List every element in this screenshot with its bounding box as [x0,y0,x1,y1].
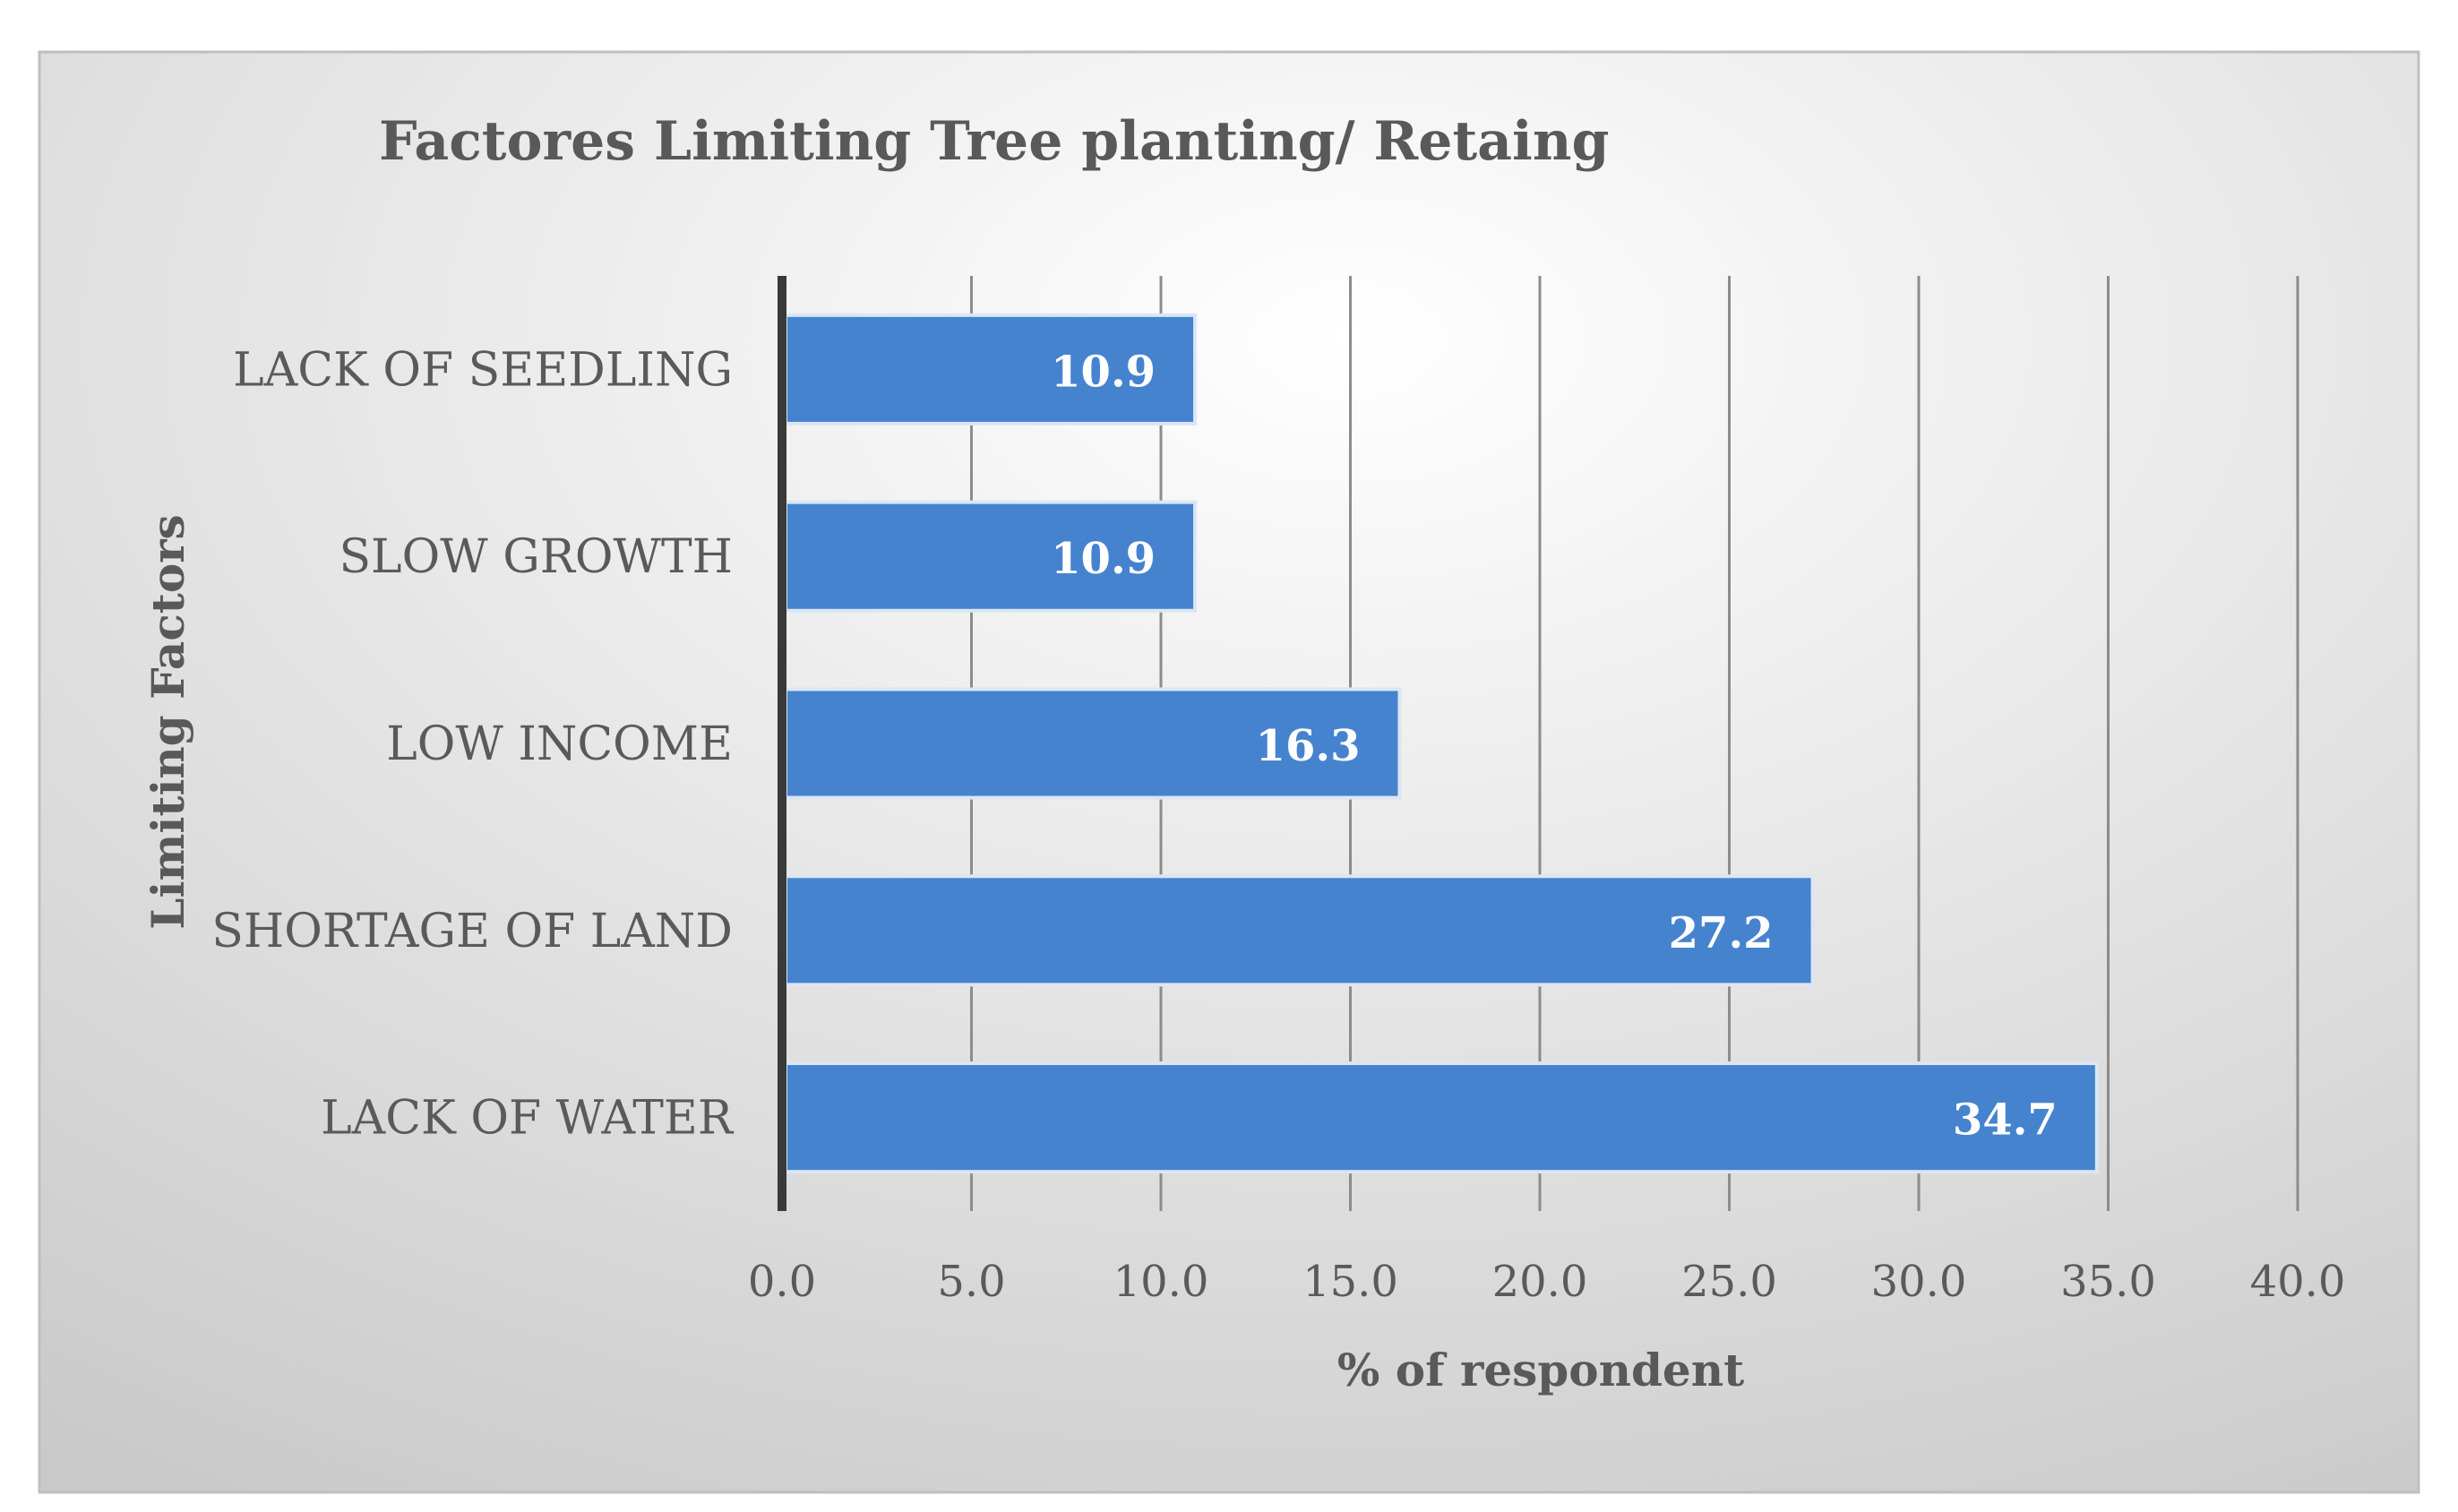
data-label: 34.7 [1953,1095,2058,1146]
x-tick-label: 15.0 [1302,1257,1398,1307]
x-tick-label: 5.0 [937,1257,1005,1307]
x-axis-title: % of respondent [1337,1344,1744,1396]
category-label: SHORTAGE OF LAND [211,905,733,958]
x-tick-label: 30.0 [1871,1257,1967,1307]
category-label: LOW INCOME [386,717,733,771]
data-label: 27.2 [1669,908,1774,958]
x-tick-label: 10.0 [1113,1257,1209,1307]
x-tick-labels: 0.0 5.0 10.0 15.0 20.0 25.0 30.0 35.0 40.0 [748,1257,2346,1307]
category-label: SLOW GROWTH [339,530,733,584]
data-label: 10.9 [1051,347,1156,397]
x-tick-label: 20.0 [1492,1257,1588,1307]
category-label: LACK OF WATER [321,1092,735,1146]
gridlines [970,276,2299,1211]
data-label: 16.3 [1256,721,1361,771]
bar [784,874,1815,987]
data-label: 10.9 [1051,534,1156,584]
x-tick-label: 0.0 [748,1257,816,1307]
bar [784,313,1198,425]
x-tick-label: 35.0 [2060,1257,2156,1307]
x-tick-label: 40.0 [2250,1257,2346,1307]
x-tick-label: 25.0 [1681,1257,1777,1307]
category-labels: LACK OF SEEDLING SLOW GROWTH LOW INCOME SHO… [211,343,735,1145]
y-axis-title: Limiting Factors [142,514,194,929]
category-label: LACK OF SEEDLING [233,343,733,397]
bar [784,1061,2099,1174]
chart-title: Factores Limiting Tree planting/ Retaing [379,110,1609,173]
